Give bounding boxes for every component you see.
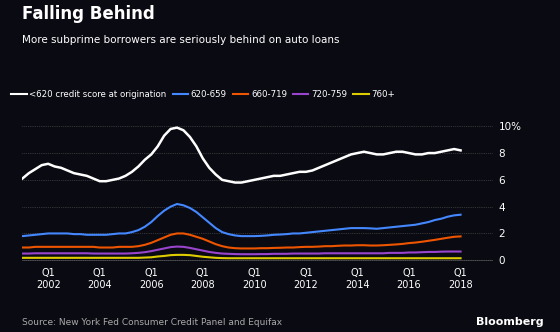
660-719: [457, 234, 464, 238]
720-759: [103, 252, 110, 256]
620-659: [52, 231, 58, 235]
660-719: [174, 231, 180, 235]
Line: <620 credit score at origination: <620 credit score at origination: [22, 127, 460, 183]
620-659: [457, 213, 464, 217]
<620 credit score at origination: [457, 148, 464, 152]
Legend: <620 credit score at origination, 620-659, 660-719, 720-759, 760+: <620 credit score at origination, 620-65…: [8, 87, 398, 103]
760+: [457, 256, 464, 260]
720-759: [457, 250, 464, 254]
760+: [174, 253, 180, 257]
760+: [90, 256, 97, 260]
660-719: [238, 246, 245, 250]
Line: 760+: 760+: [22, 255, 460, 258]
720-759: [174, 245, 180, 249]
720-759: [367, 251, 374, 255]
Text: Bloomberg: Bloomberg: [475, 317, 543, 327]
660-719: [367, 243, 374, 247]
760+: [52, 256, 58, 260]
760+: [225, 256, 232, 260]
<620 credit score at origination: [232, 181, 239, 185]
660-719: [103, 246, 110, 250]
Line: 660-719: 660-719: [22, 233, 460, 248]
620-659: [174, 202, 180, 206]
660-719: [52, 245, 58, 249]
<620 credit score at origination: [174, 125, 180, 129]
760+: [283, 256, 290, 260]
760+: [103, 256, 110, 260]
<620 credit score at origination: [367, 151, 374, 155]
Line: 720-759: 720-759: [22, 247, 460, 254]
720-759: [90, 252, 97, 256]
720-759: [19, 252, 26, 256]
<620 credit score at origination: [52, 164, 58, 168]
760+: [451, 256, 458, 260]
Line: 620-659: 620-659: [22, 204, 460, 236]
620-659: [103, 233, 110, 237]
720-759: [283, 252, 290, 256]
Text: Source: New York Fed Consumer Credit Panel and Equifax: Source: New York Fed Consumer Credit Pan…: [22, 318, 283, 327]
620-659: [277, 232, 283, 236]
760+: [367, 256, 374, 260]
620-659: [451, 213, 458, 217]
720-759: [238, 252, 245, 256]
Text: More subprime borrowers are seriously behind on auto loans: More subprime borrowers are seriously be…: [22, 35, 340, 45]
620-659: [19, 234, 26, 238]
660-719: [19, 246, 26, 250]
<620 credit score at origination: [103, 179, 110, 183]
720-759: [52, 251, 58, 255]
660-719: [451, 235, 458, 239]
620-659: [167, 205, 174, 208]
720-759: [451, 250, 458, 254]
<620 credit score at origination: [283, 173, 290, 177]
Text: Falling Behind: Falling Behind: [22, 5, 155, 23]
620-659: [161, 209, 167, 213]
<620 credit score at origination: [451, 147, 458, 151]
<620 credit score at origination: [19, 177, 26, 181]
660-719: [90, 245, 97, 249]
<620 credit score at origination: [90, 177, 97, 181]
660-719: [283, 246, 290, 250]
760+: [19, 256, 26, 260]
